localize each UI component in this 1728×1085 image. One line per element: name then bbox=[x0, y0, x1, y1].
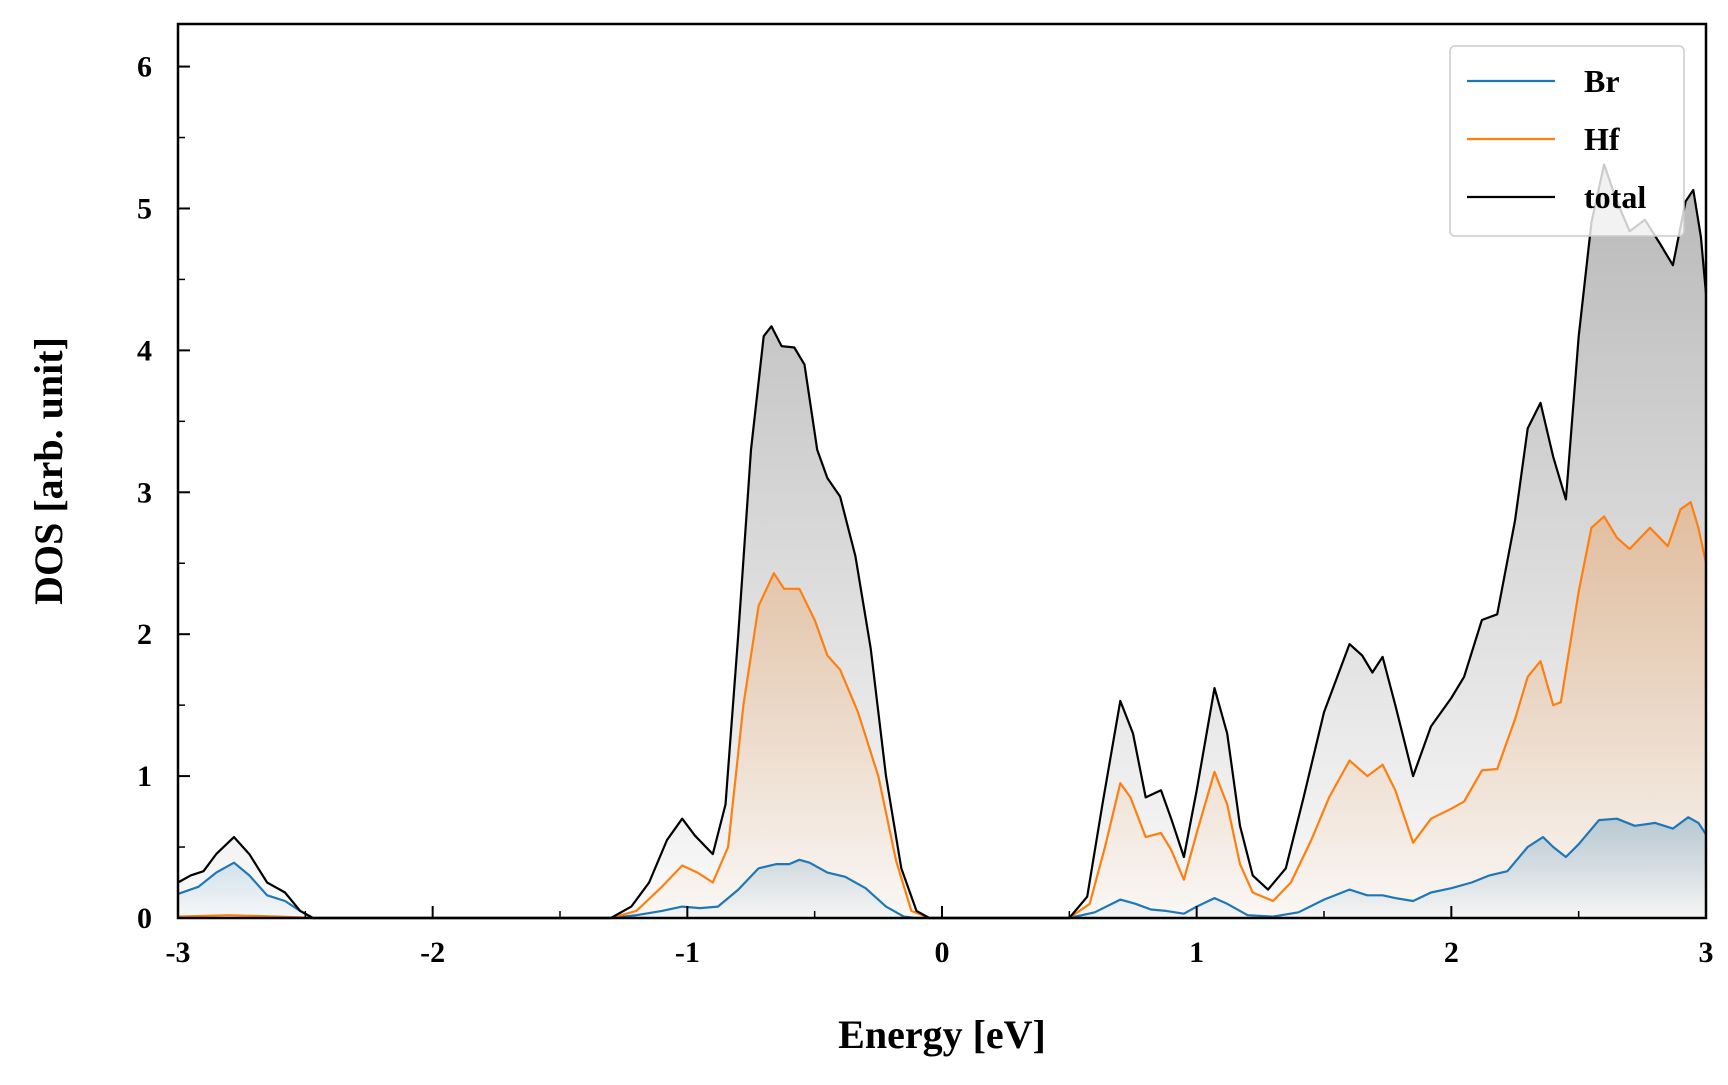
axis-ticks: -3 -2 -1 0 1 2 3 0 1 2 3 4 5 6 bbox=[137, 51, 1714, 969]
area-fills bbox=[178, 164, 1706, 918]
y-axis-title: DOS [arb. unit] bbox=[26, 337, 71, 605]
x-tick-label: 2 bbox=[1444, 936, 1459, 969]
y-tick-label: 4 bbox=[137, 334, 152, 367]
x-tick-label: 3 bbox=[1699, 936, 1714, 969]
series-line-hf bbox=[177, 501, 1708, 920]
legend-label-hf: Hf bbox=[1584, 121, 1620, 157]
y-tick-label: 1 bbox=[137, 760, 152, 793]
area-fill-br bbox=[178, 817, 1706, 918]
area-fill-total bbox=[178, 164, 1706, 918]
area-fill-hf bbox=[178, 502, 1706, 918]
legend-label-total: total bbox=[1584, 179, 1646, 215]
series-line-total bbox=[177, 163, 1708, 920]
y-tick-label: 0 bbox=[137, 902, 152, 935]
x-tick-label: 0 bbox=[935, 936, 950, 969]
legend: Br Hf total bbox=[1449, 45, 1685, 237]
series-lines bbox=[177, 163, 1708, 920]
y-tick-label: 2 bbox=[137, 618, 152, 651]
x-axis-title: Energy [eV] bbox=[838, 1012, 1046, 1057]
y-tick-label: 6 bbox=[137, 51, 152, 84]
x-tick-label: 1 bbox=[1189, 936, 1204, 969]
legend-box bbox=[1449, 45, 1685, 237]
x-tick-label: -2 bbox=[420, 936, 445, 969]
series-line-br bbox=[177, 816, 1707, 920]
y-tick-label: 3 bbox=[137, 476, 152, 509]
x-tick-label: -1 bbox=[675, 936, 700, 969]
x-tick-label: -3 bbox=[166, 936, 191, 969]
legend-label-br: Br bbox=[1584, 63, 1620, 99]
y-tick-label: 5 bbox=[137, 192, 152, 225]
